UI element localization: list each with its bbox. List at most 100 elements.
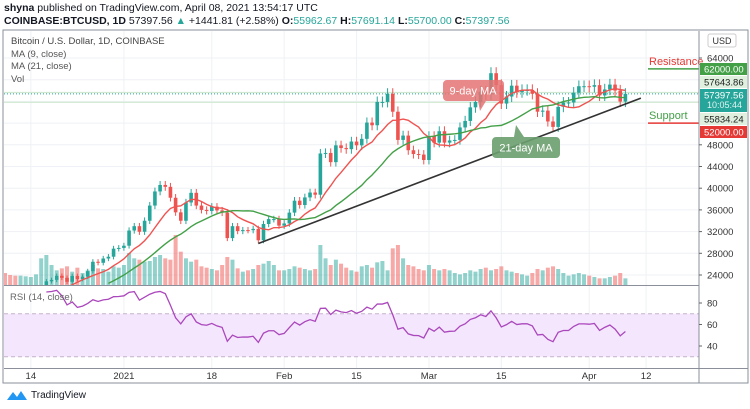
volume-bar bbox=[457, 274, 462, 285]
volume-bar bbox=[132, 258, 137, 285]
volume-bar bbox=[447, 270, 452, 285]
legend-vol: Vol bbox=[11, 73, 25, 85]
volume-bar bbox=[230, 259, 235, 285]
volume-bar bbox=[530, 273, 535, 285]
candle-down bbox=[339, 145, 343, 149]
legend-ma9: MA (9, close) bbox=[11, 48, 67, 60]
candle-down bbox=[60, 275, 64, 278]
volume-bar bbox=[421, 270, 426, 285]
x-tick-label: Feb bbox=[276, 371, 292, 382]
volume-bar bbox=[116, 267, 121, 285]
ma21-line bbox=[108, 95, 626, 285]
ma21-callout-text: 21-day MA bbox=[499, 143, 553, 155]
candle-down bbox=[411, 150, 416, 155]
x-tick-label: Apr bbox=[582, 371, 597, 382]
candle-up bbox=[292, 200, 297, 213]
rsi-legend: RSI (14, close) bbox=[10, 292, 73, 303]
high-label: H: bbox=[340, 15, 352, 27]
volume-bar bbox=[488, 270, 493, 285]
candle-up bbox=[158, 184, 162, 192]
currency-box bbox=[707, 33, 737, 48]
volume-bar bbox=[571, 274, 576, 285]
volume-bar bbox=[209, 269, 214, 285]
tradingview-logo[interactable]: TradingView bbox=[6, 389, 86, 401]
author: shyna bbox=[4, 2, 35, 14]
volume-bar bbox=[452, 273, 457, 285]
candle-up bbox=[385, 93, 390, 102]
volume-bar bbox=[323, 258, 328, 285]
candle-up bbox=[504, 96, 509, 104]
volume-bar bbox=[261, 263, 266, 285]
volume-bar bbox=[44, 255, 49, 285]
volume-bar bbox=[163, 258, 168, 285]
volume-bar bbox=[318, 245, 323, 285]
volume-bar bbox=[127, 253, 132, 285]
volume-bar bbox=[34, 274, 39, 285]
y-tick-label: 24000 bbox=[707, 271, 733, 282]
volume-bar bbox=[576, 273, 581, 285]
candle-down bbox=[168, 186, 173, 198]
candle-up bbox=[272, 219, 276, 221]
symbol-info: COINBASE:BTCUSD, 1D 57397.56 ▲ +1441.81 … bbox=[4, 15, 509, 27]
volume-bar bbox=[504, 270, 509, 285]
volume-bar bbox=[39, 258, 44, 285]
volume-bar bbox=[28, 277, 33, 285]
volume-bar bbox=[545, 267, 550, 285]
support-price-label: 52000.00 bbox=[704, 128, 744, 139]
volume-bar bbox=[499, 266, 504, 285]
ma9-callout-box bbox=[443, 80, 504, 111]
candle-down bbox=[587, 86, 592, 88]
candle-up bbox=[282, 223, 286, 226]
volume-bar bbox=[354, 271, 359, 285]
volume-bar bbox=[613, 275, 618, 285]
candle-down bbox=[421, 154, 426, 160]
candle-up bbox=[608, 84, 612, 90]
volume-bar bbox=[225, 257, 230, 285]
candle-up bbox=[623, 93, 628, 102]
volume-bar bbox=[468, 270, 473, 285]
volume-bar bbox=[18, 275, 23, 285]
candle-down bbox=[370, 122, 374, 126]
volume-bar bbox=[359, 266, 364, 285]
volume-bar bbox=[375, 262, 380, 285]
y-tick-label: 64000 bbox=[707, 54, 733, 65]
low-value: 55700.00 bbox=[407, 15, 452, 27]
volume-bar bbox=[189, 261, 194, 285]
brand-name: TradingView bbox=[31, 389, 87, 401]
candle-down bbox=[199, 205, 204, 210]
volume-bar bbox=[525, 275, 530, 285]
rsi-tick-label: 80 bbox=[707, 299, 718, 310]
volume-bar bbox=[194, 259, 199, 285]
candle-up bbox=[359, 138, 364, 146]
volume-bar bbox=[240, 271, 245, 285]
candle-down bbox=[442, 131, 447, 143]
volume-bar bbox=[442, 269, 447, 285]
publish-text: published on TradingView.com, April 08, … bbox=[37, 2, 318, 14]
candle-up bbox=[101, 258, 106, 263]
publish-info: shyna published on TradingView.com, Apri… bbox=[4, 2, 318, 14]
volume-bar bbox=[287, 269, 292, 285]
candle-up bbox=[266, 219, 271, 225]
volume-bar bbox=[349, 270, 354, 285]
candle-up bbox=[19, 303, 23, 307]
volume-bar bbox=[308, 270, 313, 285]
volume-bar bbox=[385, 270, 390, 285]
last-price-label: 57397.56 bbox=[704, 91, 744, 102]
candle-down bbox=[613, 84, 617, 91]
candle-down bbox=[416, 154, 421, 156]
volume-bars bbox=[4, 235, 628, 285]
tradingview-logo-icon bbox=[7, 391, 27, 400]
candle-up bbox=[106, 256, 111, 259]
ma9-line bbox=[70, 87, 626, 285]
candle-up bbox=[261, 224, 266, 241]
candle-up bbox=[85, 271, 90, 277]
price-lines: Resistance Support bbox=[4, 56, 703, 124]
volume-bar bbox=[432, 269, 437, 285]
volume-bar bbox=[168, 259, 173, 285]
close-value: 57397.56 bbox=[465, 15, 510, 27]
low-price-label-bg bbox=[700, 113, 747, 125]
volume-bar bbox=[364, 265, 369, 285]
volume-bar bbox=[561, 273, 566, 285]
volume-bar bbox=[111, 266, 116, 285]
